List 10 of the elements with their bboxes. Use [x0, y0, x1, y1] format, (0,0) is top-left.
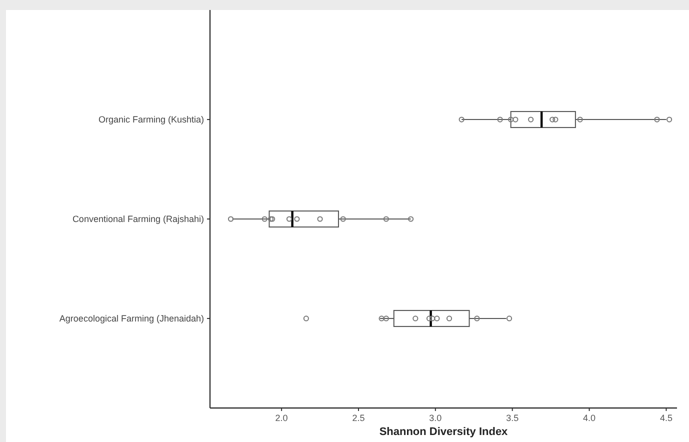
y-tick-label: Agroecological Farming (Jhenaidah): [59, 314, 204, 324]
x-tick-label: 4.5: [660, 413, 672, 423]
x-tick-label: 2.5: [352, 413, 365, 423]
x-tick-label: 4.0: [583, 413, 596, 423]
x-axis-title: Shannon Diversity Index: [379, 426, 509, 438]
y-tick-label: Organic Farming (Kushtia): [98, 114, 204, 125]
x-tick-label: 3.0: [429, 413, 442, 423]
y-tick-label: Conventional Farming (Rajshahi): [72, 214, 204, 224]
x-tick-label: 2.0: [275, 413, 288, 423]
x-tick-label: 3.5: [506, 413, 519, 423]
